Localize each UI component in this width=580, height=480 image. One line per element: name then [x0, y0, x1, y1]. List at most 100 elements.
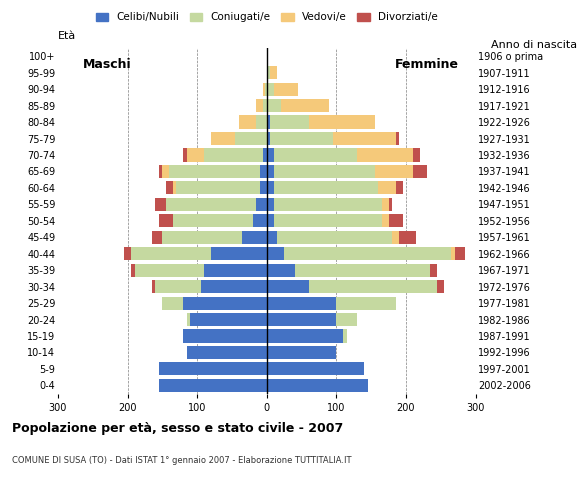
Text: Femmine: Femmine: [395, 58, 459, 71]
Bar: [437, 280, 444, 293]
Bar: [382, 198, 389, 211]
Bar: [263, 83, 266, 96]
Bar: [430, 264, 437, 277]
Bar: [267, 297, 336, 310]
Bar: [267, 362, 364, 375]
Bar: [309, 116, 375, 129]
Bar: [183, 329, 267, 343]
Bar: [267, 165, 274, 178]
Bar: [239, 116, 256, 129]
Bar: [267, 83, 274, 96]
Bar: [260, 165, 267, 178]
Bar: [155, 280, 201, 293]
Bar: [396, 132, 399, 145]
Bar: [455, 247, 465, 260]
Bar: [295, 264, 430, 277]
Bar: [274, 83, 298, 96]
Bar: [333, 132, 396, 145]
Bar: [135, 264, 204, 277]
Bar: [375, 165, 413, 178]
Bar: [263, 148, 267, 162]
Bar: [277, 231, 392, 244]
Bar: [169, 165, 260, 178]
Bar: [281, 99, 329, 112]
Bar: [267, 198, 274, 211]
Bar: [155, 198, 166, 211]
Bar: [267, 116, 270, 129]
Bar: [173, 181, 176, 194]
Text: Anno di nascita: Anno di nascita: [491, 40, 577, 50]
Bar: [267, 313, 336, 326]
Bar: [267, 280, 309, 293]
Bar: [260, 181, 267, 194]
Legend: Celibi/Nubili, Coniugati/e, Vedovi/e, Divorziati/e: Celibi/Nubili, Coniugati/e, Vedovi/e, Di…: [92, 8, 442, 26]
Bar: [211, 247, 267, 260]
Bar: [187, 313, 190, 326]
Bar: [378, 181, 396, 194]
Bar: [267, 231, 277, 244]
Bar: [152, 231, 162, 244]
Bar: [357, 148, 413, 162]
Text: Maschi: Maschi: [82, 58, 131, 71]
Bar: [389, 214, 403, 228]
Bar: [159, 165, 162, 178]
Bar: [267, 148, 274, 162]
Bar: [267, 99, 281, 112]
Bar: [162, 231, 242, 244]
Bar: [266, 83, 267, 96]
Bar: [336, 313, 357, 326]
Bar: [267, 264, 295, 277]
Bar: [131, 264, 135, 277]
Bar: [389, 198, 392, 211]
Bar: [274, 181, 378, 194]
Bar: [183, 148, 187, 162]
Bar: [131, 247, 211, 260]
Bar: [256, 198, 267, 211]
Bar: [187, 148, 204, 162]
Bar: [382, 214, 389, 228]
Bar: [309, 280, 437, 293]
Bar: [159, 379, 267, 392]
Bar: [267, 66, 270, 79]
Bar: [274, 214, 382, 228]
Bar: [270, 132, 333, 145]
Bar: [274, 165, 375, 178]
Bar: [242, 231, 267, 244]
Bar: [274, 148, 357, 162]
Bar: [183, 297, 267, 310]
Bar: [267, 346, 336, 359]
Bar: [190, 313, 267, 326]
Bar: [267, 214, 274, 228]
Bar: [267, 132, 270, 145]
Bar: [162, 297, 183, 310]
Bar: [159, 214, 173, 228]
Bar: [399, 231, 416, 244]
Bar: [256, 116, 267, 129]
Bar: [413, 148, 420, 162]
Bar: [173, 214, 253, 228]
Bar: [396, 181, 403, 194]
Bar: [176, 181, 260, 194]
Bar: [267, 379, 368, 392]
Bar: [267, 329, 343, 343]
Bar: [267, 181, 274, 194]
Bar: [159, 362, 267, 375]
Bar: [284, 247, 451, 260]
Bar: [270, 116, 309, 129]
Bar: [204, 148, 263, 162]
Bar: [336, 297, 396, 310]
Bar: [343, 329, 347, 343]
Bar: [253, 214, 267, 228]
Text: Popolazione per età, sesso e stato civile - 2007: Popolazione per età, sesso e stato civil…: [12, 422, 343, 435]
Bar: [124, 247, 131, 260]
Bar: [235, 132, 267, 145]
Bar: [256, 99, 263, 112]
Bar: [152, 280, 155, 293]
Bar: [166, 181, 173, 194]
Bar: [267, 247, 284, 260]
Bar: [413, 165, 427, 178]
Bar: [162, 165, 169, 178]
Bar: [263, 99, 267, 112]
Text: COMUNE DI SUSA (TO) - Dati ISTAT 1° gennaio 2007 - Elaborazione TUTTITALIA.IT: COMUNE DI SUSA (TO) - Dati ISTAT 1° genn…: [12, 456, 351, 465]
Bar: [274, 198, 382, 211]
